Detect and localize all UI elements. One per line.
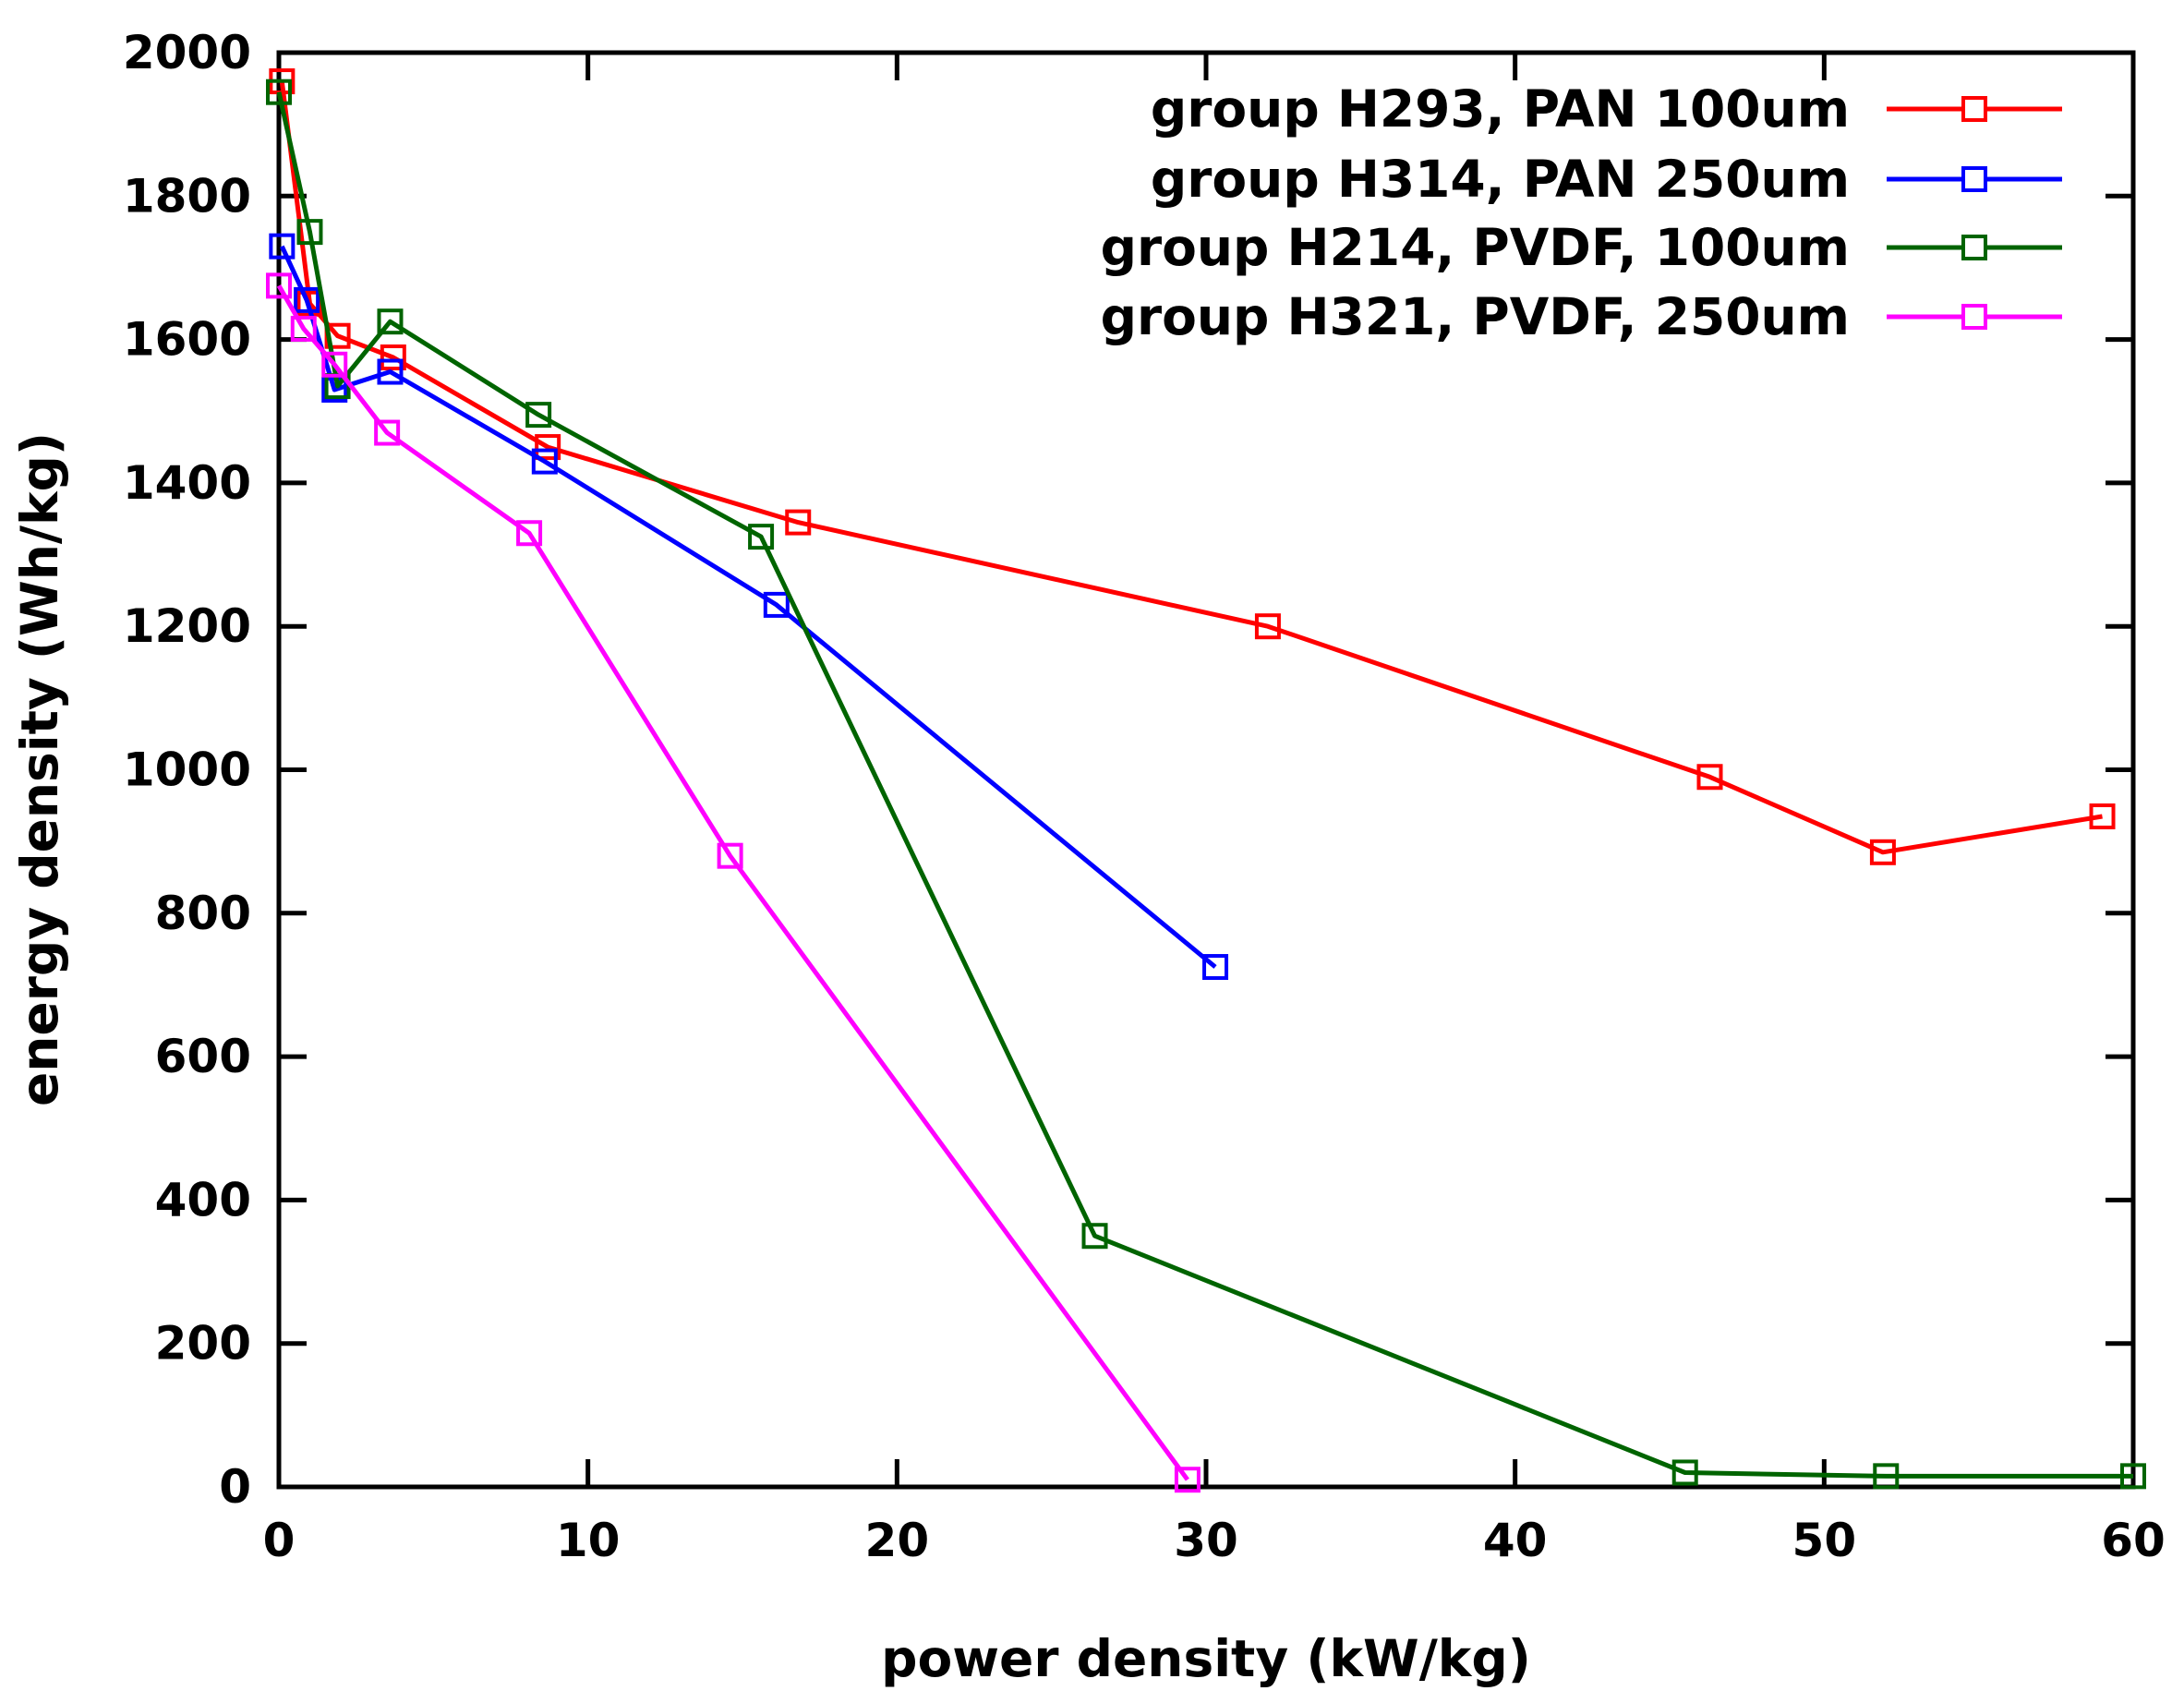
legend-label: group H314, PAN 250um — [1151, 150, 1850, 209]
x-tick-label: 50 — [1792, 1514, 1857, 1567]
x-tick-label: 60 — [2101, 1514, 2166, 1567]
series-1-point — [1254, 613, 1281, 640]
legend-label: group H321, PVDF, 250um — [1101, 287, 1850, 346]
y-tick-label: 1800 — [123, 169, 251, 223]
series-4-point — [321, 351, 348, 378]
series-4-point — [1174, 1467, 1201, 1493]
series-1-point — [2089, 803, 2116, 829]
x-tick-label: 40 — [1483, 1514, 1548, 1567]
series-4-line — [276, 284, 1189, 1481]
series-4 — [266, 272, 1201, 1493]
x-tick-label: 0 — [263, 1514, 296, 1567]
series-3-line — [276, 91, 2133, 1479]
series-3-point — [1671, 1459, 1698, 1486]
x-axis-label: power density (kW/kg) — [881, 1629, 1531, 1688]
series-3-point — [525, 402, 552, 429]
y-tick-label: 200 — [155, 1317, 251, 1371]
y-axis-label: energy density (Wh/kg) — [10, 432, 69, 1106]
series-4-point — [266, 272, 292, 299]
x-tick-label: 30 — [1174, 1514, 1238, 1567]
y-tick-label: 800 — [155, 887, 251, 940]
series-3-point — [296, 219, 323, 246]
series-2-point — [269, 233, 296, 260]
series-1-point — [1696, 764, 1723, 791]
y-tick-label: 400 — [155, 1173, 251, 1226]
legend-marker — [1961, 166, 1987, 192]
y-tick-label: 2000 — [123, 26, 251, 79]
series-3 — [266, 79, 2146, 1490]
series-1-point — [535, 434, 561, 461]
legend-label: group H293, PAN 100um — [1151, 79, 1850, 139]
y-tick-label: 0 — [219, 1460, 251, 1514]
legend-marker — [1961, 235, 1987, 260]
series-4-point — [290, 315, 317, 342]
series-2-point — [763, 591, 790, 618]
y-tick-label: 1400 — [123, 456, 251, 510]
series-2-point — [294, 286, 320, 313]
legend-marker — [1961, 304, 1987, 330]
series-4-point — [516, 520, 543, 547]
x-tick-label: 10 — [556, 1514, 621, 1567]
series-3-point — [1873, 1463, 1900, 1490]
series-4-point — [717, 842, 743, 869]
series-1-point — [380, 344, 406, 371]
series-1-point — [1869, 839, 1896, 865]
legend: group H293, PAN 100um group H314, PAN 250… — [1101, 79, 2062, 346]
series-3-point — [2120, 1463, 2146, 1490]
x-tick-label: 20 — [865, 1514, 930, 1567]
series-3-point — [1081, 1223, 1108, 1250]
series-group — [266, 68, 2146, 1493]
series-4-point — [374, 419, 401, 446]
series-1-point — [785, 509, 812, 536]
y-axis-ticks: 0 200 400 600 800 1000 1200 1400 1600 1800 2000 — [123, 26, 2133, 1514]
x-axis-ticks: 0 10 20 30 40 50 60 — [263, 53, 2166, 1567]
series-3-point — [266, 79, 292, 105]
legend-marker — [1961, 96, 1987, 122]
y-tick-label: 1000 — [123, 743, 251, 797]
series-2-point — [377, 358, 404, 385]
series-3-point — [748, 524, 775, 550]
series-3-point — [377, 308, 404, 335]
series-2-point — [531, 448, 558, 475]
series-2-line — [280, 245, 1217, 969]
series-2-point — [1202, 954, 1229, 981]
legend-label: group H214, PVDF, 100um — [1101, 218, 1850, 277]
series-2 — [269, 233, 1229, 981]
y-tick-label: 1200 — [123, 599, 251, 653]
y-tick-label: 1600 — [123, 313, 251, 367]
y-tick-label: 600 — [155, 1030, 251, 1083]
